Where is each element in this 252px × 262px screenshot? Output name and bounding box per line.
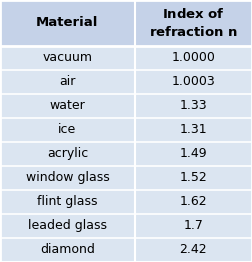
Text: 1.7: 1.7 xyxy=(183,220,203,232)
Text: 2.42: 2.42 xyxy=(180,243,207,256)
Bar xyxy=(0,46,252,70)
Text: 1.62: 1.62 xyxy=(180,195,207,209)
Text: 1.0000: 1.0000 xyxy=(171,51,215,64)
Text: air: air xyxy=(59,75,76,88)
Text: 1.33: 1.33 xyxy=(180,99,207,112)
Bar xyxy=(0,70,252,94)
Text: flint glass: flint glass xyxy=(37,195,98,209)
Text: window glass: window glass xyxy=(25,171,109,184)
Text: acrylic: acrylic xyxy=(47,148,88,160)
Bar xyxy=(0,190,252,214)
Text: $\mathbf{Index\ of}$
$\mathbf{refraction}$ $\mathit{\mathbf{n}}$: $\mathbf{Index\ of}$ $\mathbf{refraction… xyxy=(149,7,238,39)
Bar xyxy=(0,214,252,238)
Text: water: water xyxy=(50,99,85,112)
Text: vacuum: vacuum xyxy=(42,51,92,64)
Text: ice: ice xyxy=(58,123,77,137)
Text: leaded glass: leaded glass xyxy=(28,220,107,232)
Text: 1.52: 1.52 xyxy=(179,171,207,184)
Text: Material: Material xyxy=(36,17,99,29)
Bar xyxy=(0,94,252,118)
Text: 1.49: 1.49 xyxy=(180,148,207,160)
Bar xyxy=(0,166,252,190)
Bar xyxy=(0,118,252,142)
Bar xyxy=(0,0,252,46)
Text: 1.0003: 1.0003 xyxy=(172,75,215,88)
Text: diamond: diamond xyxy=(40,243,95,256)
Bar xyxy=(0,142,252,166)
Text: 1.31: 1.31 xyxy=(180,123,207,137)
Bar xyxy=(0,238,252,262)
